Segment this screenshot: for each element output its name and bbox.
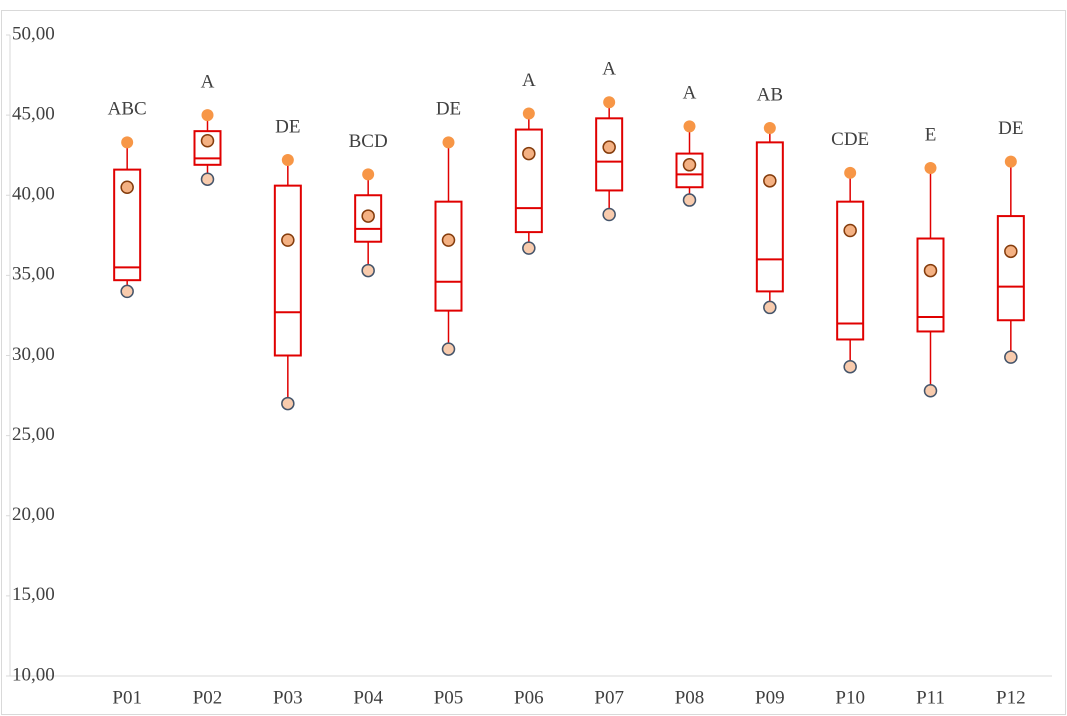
max-point (924, 162, 937, 175)
group-letter: ABC (108, 99, 147, 120)
group-letter: A (602, 59, 616, 80)
group-letter: A (683, 83, 697, 104)
max-point (763, 121, 776, 134)
min-point (682, 193, 697, 207)
mean-point (200, 134, 215, 148)
max-point (362, 168, 375, 181)
group-letter: CDE (831, 129, 869, 150)
min-point (1004, 350, 1018, 364)
x-tick-label: P03 (273, 687, 303, 708)
max-point (281, 153, 294, 166)
max-point (121, 136, 134, 149)
y-tick-label: 50,00 (12, 23, 55, 44)
group-letter: DE (998, 118, 1023, 139)
mean-point (1004, 244, 1018, 259)
box (595, 117, 624, 192)
x-tick-label: P10 (835, 687, 865, 708)
mean-point (843, 223, 857, 238)
y-tick-label: 40,00 (12, 184, 55, 205)
min-point (441, 342, 456, 356)
min-point (522, 241, 536, 255)
max-point (1004, 155, 1017, 168)
mean-point (281, 233, 295, 247)
box (755, 141, 784, 293)
y-tick-label: 30,00 (12, 344, 55, 365)
chart-border (1, 10, 1066, 715)
x-tick-label: P07 (594, 687, 624, 708)
group-letter: E (925, 124, 937, 145)
y-tick-label: 35,00 (12, 264, 55, 285)
y-tick-label: 10,00 (12, 664, 55, 685)
x-tick-label: P01 (112, 687, 142, 708)
x-tick-label: P06 (514, 687, 544, 708)
mean-point (441, 233, 456, 247)
x-tick-label: P09 (755, 687, 785, 708)
mean-point (923, 263, 938, 278)
min-point (200, 172, 215, 186)
min-point (361, 263, 375, 278)
y-tick-label: 25,00 (12, 424, 55, 445)
min-point (843, 359, 857, 374)
box (273, 184, 302, 357)
group-letter: A (201, 71, 215, 92)
max-point (442, 136, 455, 149)
max-point (603, 96, 616, 109)
y-tick-label: 20,00 (12, 504, 55, 525)
mean-point (763, 174, 777, 188)
min-point (602, 207, 616, 222)
group-letter: A (522, 70, 536, 91)
x-tick-label: P11 (916, 687, 945, 708)
min-point (281, 396, 295, 411)
y-tick-label: 15,00 (12, 584, 55, 605)
min-point (923, 384, 938, 398)
max-point (683, 120, 696, 133)
max-point (844, 166, 857, 179)
box (434, 200, 463, 312)
box (916, 237, 945, 333)
max-point (522, 107, 535, 120)
mean-point (120, 180, 134, 194)
x-tick-label: P08 (675, 687, 705, 708)
mean-point (602, 140, 616, 154)
x-tick-label: P02 (193, 687, 223, 708)
mean-point (682, 158, 697, 172)
box (996, 215, 1025, 322)
mean-point (522, 146, 536, 161)
mean-point (361, 209, 375, 223)
group-letter: DE (436, 99, 461, 120)
min-point (120, 284, 134, 299)
x-tick-label: P12 (996, 687, 1026, 708)
group-letter: AB (757, 84, 783, 105)
group-letter: BCD (349, 131, 388, 152)
box (836, 200, 865, 341)
box (514, 128, 543, 234)
x-tick-label: P05 (434, 687, 464, 708)
y-tick-label: 45,00 (12, 103, 55, 124)
min-point (763, 300, 777, 315)
x-tick-label: P04 (353, 687, 383, 708)
group-letter: DE (275, 116, 300, 137)
max-point (201, 109, 214, 122)
